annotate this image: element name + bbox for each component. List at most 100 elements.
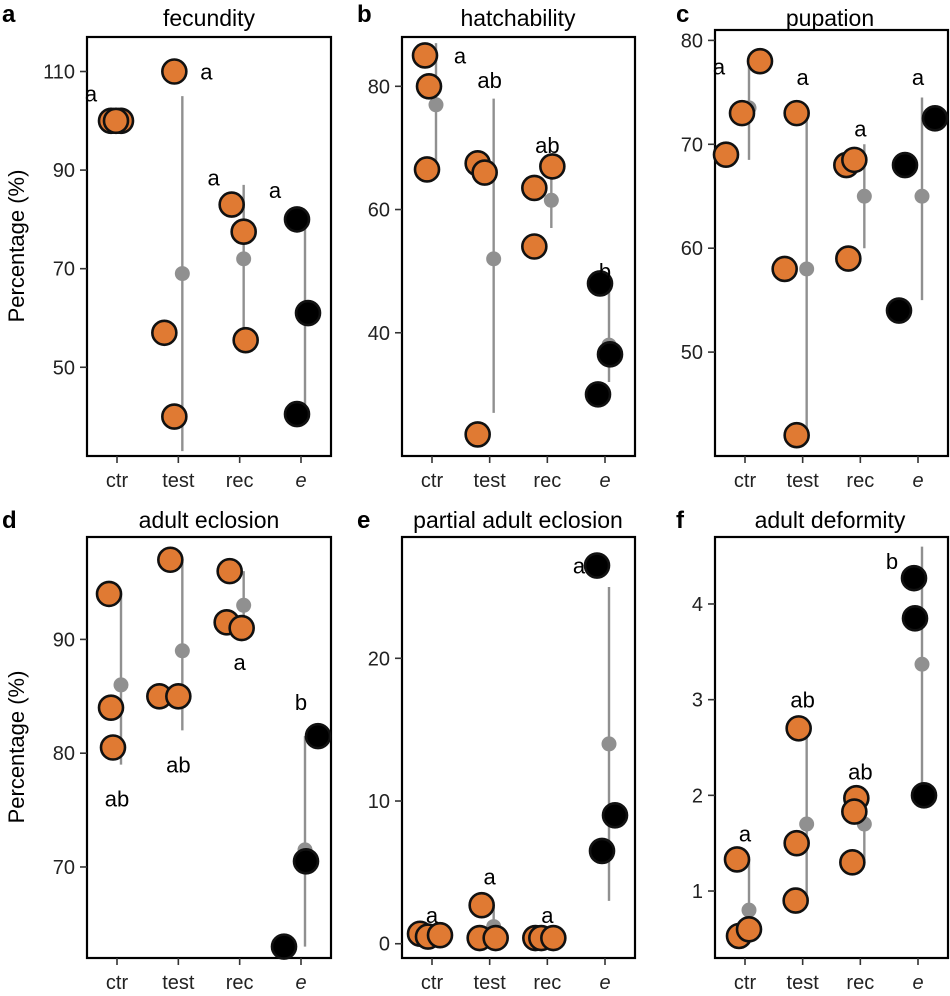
significance-label: b (886, 549, 898, 574)
y-tick-label: 80 (368, 76, 390, 98)
x-tick-label: e (912, 470, 923, 492)
data-point (97, 694, 125, 721)
y-tick-label: 110 (43, 62, 75, 84)
data-point (232, 326, 259, 354)
x-tick-label: e (295, 470, 306, 492)
data-point (921, 105, 949, 132)
data-point (900, 564, 928, 592)
y-tick-label: 70 (681, 134, 703, 156)
y-tick-label: 60 (681, 238, 703, 260)
x-tick-label: test (474, 972, 507, 994)
data-point (885, 297, 913, 324)
y-tick-label: 3 (692, 690, 703, 712)
data-point (841, 146, 868, 174)
x-tick-label: ctr (421, 972, 444, 994)
x-tick-label: e (295, 972, 306, 994)
x-tick-label: ctr (734, 972, 757, 994)
x-tick-label: ctr (421, 470, 444, 492)
data-point (482, 924, 509, 952)
data-point (586, 270, 614, 297)
significance-label: ab (477, 68, 501, 93)
y-tick-label: 70 (53, 259, 75, 281)
data-point (782, 887, 809, 914)
data-point (292, 847, 320, 875)
plot-frame (400, 35, 637, 458)
x-tick-label: rec (533, 972, 561, 994)
mean-point (236, 251, 252, 267)
x-tick-label: rec (226, 470, 254, 492)
panel-title: partial adult eclosion (413, 507, 623, 533)
significance-label: ab (848, 759, 872, 784)
significance-label: b (295, 690, 307, 715)
x-tick-label: test (162, 470, 195, 492)
data-point (157, 546, 184, 574)
data-point (165, 682, 192, 710)
panel-title: adult eclosion (139, 507, 280, 533)
data-point (584, 381, 612, 408)
plot-frame (400, 535, 637, 960)
data-point (901, 605, 929, 632)
x-tick-label: e (599, 972, 610, 994)
data-point (891, 151, 919, 179)
data-point (304, 722, 332, 750)
significance-label: a (739, 822, 752, 847)
mean-point (799, 816, 815, 832)
panel-letter: d (2, 507, 17, 534)
significance-label: a (541, 903, 554, 928)
x-tick-label: e (599, 470, 610, 492)
y-tick-label: 10 (368, 791, 390, 813)
x-tick-label: test (474, 470, 507, 492)
data-point (583, 552, 611, 579)
mean-point (113, 677, 129, 693)
significance-label: a (208, 165, 221, 190)
x-tick-label: ctr (106, 972, 129, 994)
panel-title: pupation (786, 5, 874, 31)
mean-point (174, 266, 190, 282)
x-tick-label: rec (846, 972, 874, 994)
data-point (426, 921, 454, 949)
data-point (283, 400, 311, 428)
mean-point (543, 192, 559, 208)
x-tick-label: rec (226, 972, 254, 994)
data-point (102, 107, 130, 135)
x-tick-label: rec (846, 470, 874, 492)
significance-label: a (269, 178, 282, 203)
data-point (468, 891, 495, 919)
plot-frame (85, 35, 333, 458)
mean-point (799, 261, 815, 277)
y-axis-label: Percentage (%) (4, 671, 29, 824)
panel-letter: a (2, 1, 16, 28)
panel-title: adult deformity (755, 507, 906, 533)
panel-d: d adult eclosion 70 80 90 Percentage (%) ctr te… (2, 507, 333, 994)
significance-label: ab (166, 753, 190, 778)
significance-label: a (426, 903, 439, 928)
panel-e: e partial adult eclosion 0 10 20 ctr test rec e a… (357, 507, 637, 994)
data-point (415, 72, 443, 100)
data-point (839, 849, 866, 876)
significance-label: b (599, 259, 611, 284)
x-tick-label: test (162, 972, 195, 994)
panel-a: a fecundity 50 70 90 110 Percentage (%) ctr test… (2, 1, 333, 492)
data-point (712, 141, 740, 168)
y-tick-label: 20 (368, 648, 390, 670)
mean-point (741, 902, 757, 918)
significance-label: a (854, 117, 867, 142)
y-tick-label: 80 (53, 743, 75, 765)
data-point (783, 829, 810, 857)
data-point (228, 614, 255, 642)
mean-point (914, 188, 930, 204)
mean-point (914, 656, 930, 672)
data-point (910, 782, 938, 809)
data-point (783, 421, 810, 449)
significance-label: a (573, 554, 586, 579)
panel-title: hatchability (460, 5, 576, 31)
y-tick-label: 80 (681, 30, 703, 52)
significance-label: a (85, 82, 98, 107)
data-point (161, 403, 188, 430)
panel-letter: e (357, 507, 370, 534)
mean-point (486, 251, 502, 267)
significance-label: a (912, 65, 925, 90)
y-tick-label: 90 (53, 160, 75, 182)
